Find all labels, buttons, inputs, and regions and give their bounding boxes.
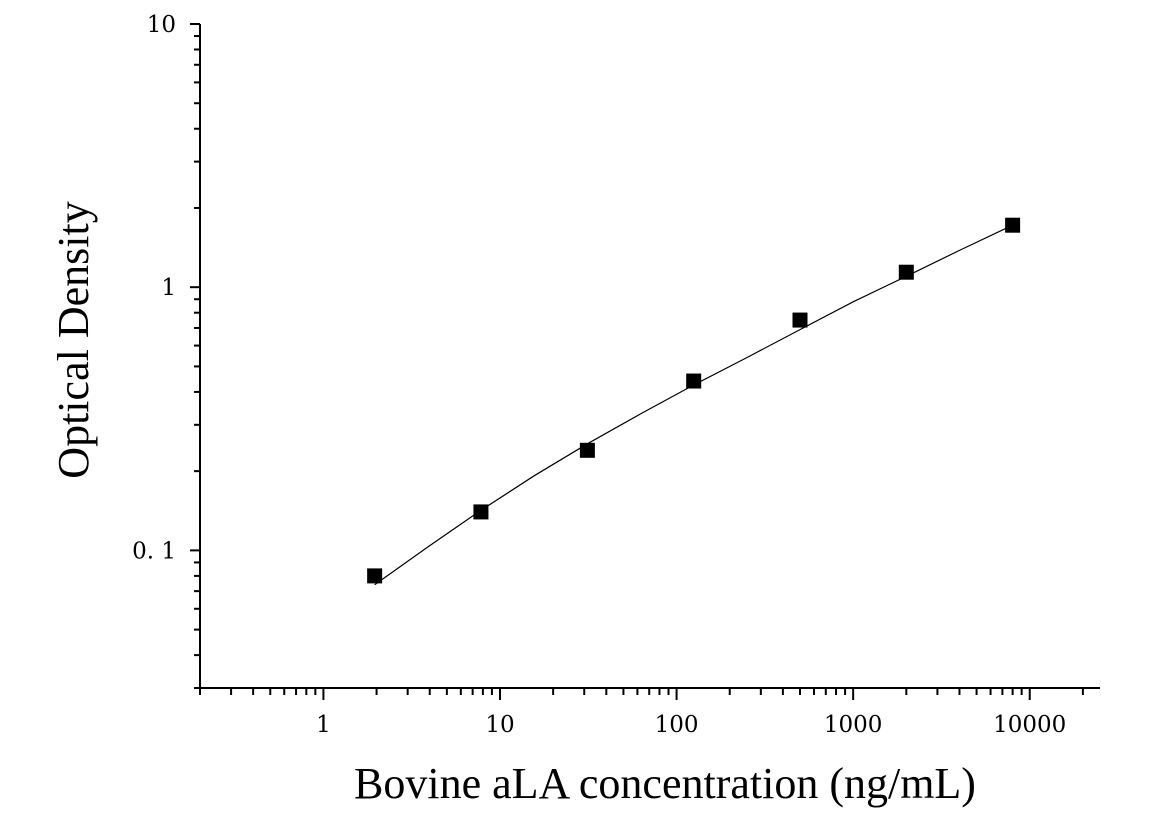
data-point-5 <box>898 264 914 280</box>
x-tick-label-10: 10 <box>485 712 514 738</box>
data-point-1 <box>473 504 489 520</box>
ticks <box>190 23 1084 700</box>
data-point-6 <box>1005 217 1021 233</box>
x-axis-title: Bovine aLA concentration (ng/mL) <box>354 759 976 808</box>
x-tick-label-1000: 1000 <box>824 712 883 738</box>
y-tick-label-2: 10 <box>147 12 176 38</box>
axes <box>199 24 1100 689</box>
data-point-2 <box>579 442 595 458</box>
data-points <box>367 217 1021 584</box>
data-point-3 <box>686 373 702 389</box>
x-tick-label-100: 100 <box>655 712 699 738</box>
x-tick-label-10000: 10000 <box>993 712 1066 738</box>
y-axis-title: Optical Density <box>49 201 98 478</box>
fit-curve <box>374 224 1013 586</box>
x-tick-label-1: 1 <box>316 712 331 738</box>
y-tick-label-1: 1 <box>161 275 176 301</box>
data-point-0 <box>367 568 383 584</box>
y-tick-label-0: 0. 1 <box>132 538 176 564</box>
data-point-4 <box>792 312 808 328</box>
tick-labels: 1 10 100 1000 10000 0. 1 1 10 <box>132 12 1066 738</box>
